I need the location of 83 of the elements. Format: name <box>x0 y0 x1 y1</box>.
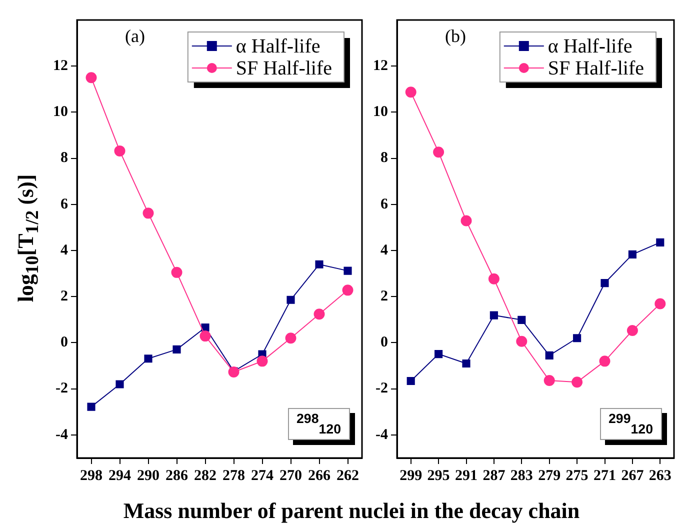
x-tick-label: 267 <box>621 468 644 484</box>
point <box>545 351 554 360</box>
y-tick-label: 2 <box>380 288 388 305</box>
point <box>572 376 583 388</box>
x-tick-label: 287 <box>482 468 506 484</box>
y-tick-label: 4 <box>60 242 68 258</box>
y-tick-label: -4 <box>56 426 68 443</box>
y-tick-label: 8 <box>380 150 388 166</box>
point <box>516 336 528 347</box>
point <box>626 325 638 336</box>
y-tick-label: 10 <box>53 104 68 120</box>
point <box>256 356 268 367</box>
legend-label: α Half-life <box>548 35 632 58</box>
point <box>171 266 182 278</box>
point <box>433 146 444 158</box>
point <box>144 354 152 363</box>
x-tick-label: 262 <box>336 468 359 484</box>
x-tick-label: 299 <box>400 468 422 484</box>
point <box>434 350 443 358</box>
x-tick-label: 263 <box>648 468 672 484</box>
point <box>86 72 97 84</box>
point <box>654 298 666 310</box>
legend-label: α Half-life <box>236 35 320 58</box>
point <box>405 86 416 98</box>
point <box>314 308 325 320</box>
point <box>315 260 324 268</box>
point <box>544 375 555 386</box>
x-tick-label: 283 <box>510 468 533 484</box>
point <box>599 356 610 367</box>
x-tick-label: 271 <box>594 468 616 484</box>
y-tick-label: 8 <box>60 150 68 166</box>
y-tick-label: -2 <box>376 380 388 397</box>
point <box>460 215 472 226</box>
point <box>172 345 181 354</box>
x-tick-label: 298 <box>80 468 102 484</box>
point <box>285 332 296 344</box>
point <box>201 323 210 332</box>
x-tick-label: 282 <box>194 468 216 484</box>
y-tick-label: 6 <box>60 196 68 212</box>
x-tick-label: 291 <box>455 468 478 484</box>
point <box>200 330 211 342</box>
y-tick-label: 0 <box>60 334 68 351</box>
point <box>490 311 498 320</box>
x-tick-label: 278 <box>222 468 245 484</box>
point <box>116 380 124 388</box>
annotation: (a) <box>125 26 145 47</box>
x-tick-label: 270 <box>280 468 302 484</box>
point <box>488 273 500 284</box>
x-tick-label: 295 <box>427 468 450 484</box>
point <box>656 238 664 246</box>
x-tick-label: 290 <box>137 468 160 484</box>
y-tick-label: 0 <box>380 334 388 351</box>
point <box>600 278 609 288</box>
y-tick-label: -2 <box>56 380 68 397</box>
x-tick-label: 266 <box>308 468 331 484</box>
point <box>573 334 582 342</box>
point <box>228 366 240 378</box>
point <box>342 284 354 296</box>
y-tick-label: 12 <box>373 58 388 74</box>
y-tick-label: 2 <box>60 288 68 305</box>
point <box>518 316 526 324</box>
annotation: (b) <box>445 26 466 47</box>
legend-label: SF Half-life <box>548 57 644 80</box>
point <box>142 208 154 219</box>
y-tick-label: 10 <box>373 104 388 120</box>
x-tick-label: 275 <box>566 468 588 484</box>
y-tick-label: 12 <box>53 58 68 74</box>
point <box>286 296 295 304</box>
legend-label: SF Half-life <box>236 57 332 80</box>
x-tick-label: 274 <box>251 468 274 484</box>
point <box>406 376 415 386</box>
x-tick-label: 286 <box>166 468 188 484</box>
x-tick-label: 294 <box>108 468 132 484</box>
point <box>344 266 352 275</box>
point <box>87 402 96 411</box>
point <box>628 250 636 258</box>
y-tick-label: 4 <box>380 242 388 258</box>
point <box>114 145 126 156</box>
x-axis-title: Mass number of parent nuclei in the decay chain <box>122 498 581 524</box>
y-tick-label: -4 <box>376 426 388 443</box>
point <box>462 359 470 368</box>
x-tick-label: 279 <box>538 468 561 484</box>
y-tick-label: 6 <box>380 196 388 212</box>
